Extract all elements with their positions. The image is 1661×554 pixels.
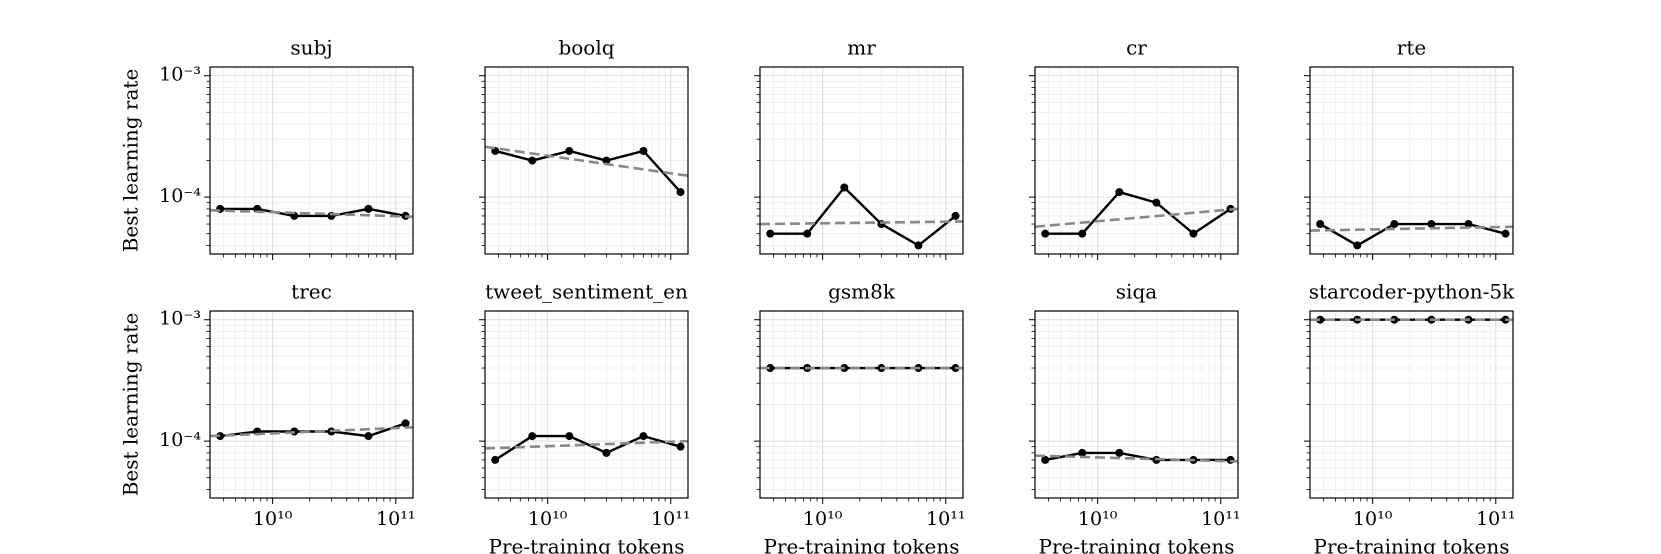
- trend-line: [1310, 225, 1513, 232]
- data-point: [364, 204, 373, 213]
- plot-frame: [1034, 66, 1239, 255]
- trend-line: [485, 145, 688, 178]
- subplot-title: gsm8k: [828, 280, 896, 304]
- subplot-title: trec: [291, 280, 332, 304]
- subplot-title: mr: [847, 36, 876, 60]
- data-point: [639, 146, 648, 155]
- data-point: [528, 432, 537, 441]
- data-point: [602, 448, 611, 457]
- data-line: [220, 422, 406, 438]
- x-tick-label: 10¹⁰: [253, 508, 293, 530]
- trend-line: [210, 208, 413, 218]
- subplot-title: subj: [290, 36, 332, 60]
- data-line: [1319, 222, 1506, 247]
- x-tick-label: 10¹⁰: [1078, 508, 1118, 530]
- plot-frame: [1309, 66, 1514, 255]
- data-point: [1152, 198, 1161, 207]
- y-tick-label: 10⁻⁴: [159, 185, 201, 207]
- data-point: [1115, 188, 1124, 197]
- data-point: [1427, 220, 1436, 229]
- data-point: [1353, 241, 1362, 250]
- data-point: [1078, 448, 1087, 457]
- trend-line: [1035, 454, 1238, 463]
- x-axis-label: Pre-training tokens: [1313, 535, 1509, 554]
- x-tick-label: 10¹¹: [1476, 508, 1515, 530]
- data-point: [676, 188, 685, 197]
- plot-frame: [484, 310, 689, 499]
- x-axis-label: Pre-training tokens: [763, 535, 959, 554]
- data-point: [1316, 220, 1325, 229]
- y-axis-label: Best learning rate: [119, 313, 143, 497]
- data-line: [494, 149, 682, 193]
- trend-line: [210, 425, 413, 438]
- plot-frame: [1309, 310, 1514, 499]
- data-line: [220, 207, 406, 218]
- subplot-title: tweet_sentiment_en: [485, 280, 688, 304]
- data-point: [528, 156, 537, 165]
- data-point: [766, 229, 775, 238]
- x-tick-label: 10¹⁰: [528, 508, 568, 530]
- subplot-title: starcoder-python-5k: [1309, 280, 1515, 304]
- data-point: [1464, 220, 1473, 229]
- data-point: [1041, 455, 1050, 464]
- data-point: [840, 183, 849, 192]
- x-tick-label: 10¹⁰: [803, 508, 843, 530]
- x-tick-label: 10¹¹: [651, 508, 690, 530]
- y-tick-label: 10⁻³: [159, 64, 201, 86]
- data-point: [766, 364, 775, 373]
- subplot-title: rte: [1397, 36, 1426, 60]
- data-point: [401, 419, 410, 428]
- trend-line: [485, 439, 688, 450]
- plot-frame: [759, 310, 964, 499]
- data-point: [1390, 220, 1399, 229]
- data-point: [951, 211, 960, 220]
- subplot-title: boolq: [558, 36, 614, 60]
- data-point: [216, 432, 225, 441]
- subplot-title: cr: [1126, 36, 1147, 60]
- plot-frame: [209, 66, 414, 255]
- x-axis-label: Pre-training tokens: [488, 535, 684, 554]
- data-point: [565, 432, 574, 441]
- plot-frame: [484, 66, 689, 255]
- data-point: [1226, 455, 1235, 464]
- x-tick-label: 10¹¹: [926, 508, 965, 530]
- data-line: [1045, 190, 1232, 236]
- plot-frame: [209, 310, 414, 499]
- data-point: [1189, 229, 1198, 238]
- data-line: [1044, 451, 1231, 462]
- data-point: [803, 229, 812, 238]
- data-point: [1078, 229, 1087, 238]
- plot-frame: [759, 66, 964, 255]
- x-tick-label: 10¹¹: [376, 508, 415, 530]
- data-point: [1115, 448, 1124, 457]
- x-tick-label: 10¹¹: [1201, 508, 1240, 530]
- data-point: [1041, 229, 1050, 238]
- y-axis-label: Best learning rate: [119, 69, 143, 253]
- trend-line: [760, 220, 963, 226]
- x-tick-label: 10¹⁰: [1353, 508, 1393, 530]
- data-point: [491, 455, 500, 464]
- trend-line: [1035, 207, 1238, 229]
- subplot-title: siqa: [1116, 280, 1157, 304]
- data-point: [676, 442, 685, 451]
- data-point: [914, 241, 923, 250]
- data-line: [494, 434, 681, 461]
- data-point: [639, 432, 648, 441]
- data-point: [565, 146, 574, 155]
- data-line: [770, 185, 957, 247]
- data-point: [1501, 229, 1510, 238]
- data-point: [1316, 315, 1325, 324]
- data-point: [364, 432, 373, 441]
- plot-frame: [1034, 310, 1239, 499]
- y-tick-label: 10⁻⁴: [159, 429, 201, 451]
- y-tick-label: 10⁻³: [159, 308, 201, 330]
- x-axis-label: Pre-training tokens: [1038, 535, 1234, 554]
